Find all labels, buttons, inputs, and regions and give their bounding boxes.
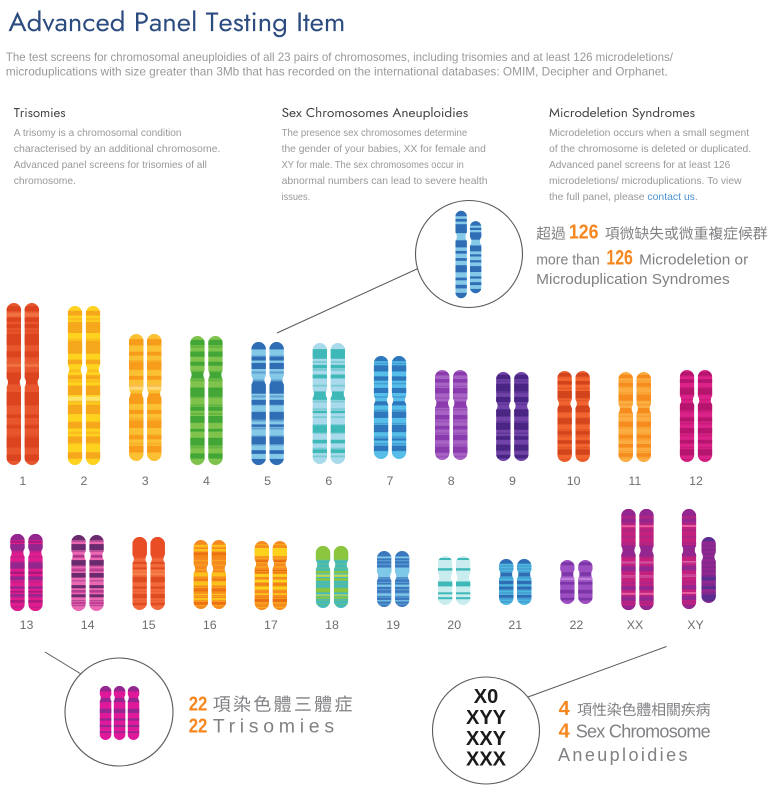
svg-text:18: 18 — [325, 618, 339, 632]
svg-text:4: 4 — [559, 721, 571, 743]
svg-text:XX: XX — [627, 618, 644, 632]
svg-text:1: 1 — [19, 474, 26, 488]
svg-text:5: 5 — [264, 474, 271, 488]
svg-text:21: 21 — [508, 618, 522, 632]
svg-text:the gender of your babies, XX: the gender of your babies, XX for female… — [282, 144, 487, 155]
svg-text:more than: more than — [536, 252, 600, 268]
svg-text:XYY: XYY — [466, 707, 507, 729]
svg-text:XY for male. The sex chromosom: XY for male. The sex chromosomes occur i… — [282, 160, 464, 171]
svg-text:12: 12 — [689, 474, 703, 488]
svg-text:Microdeletion occurs when a sm: Microdeletion occurs when a small segmen… — [549, 128, 749, 139]
svg-text:19: 19 — [386, 618, 400, 632]
svg-text:11: 11 — [628, 474, 641, 488]
svg-text:chromosome.: chromosome. — [14, 176, 76, 187]
svg-text:15: 15 — [142, 618, 156, 632]
svg-text:XXY: XXY — [466, 728, 507, 750]
svg-text:The presence sex chromosomes d: The presence sex chromosomes determine — [282, 128, 468, 139]
svg-text:abnormal numbers can lead to s: abnormal numbers can lead to severe heal… — [282, 176, 488, 187]
svg-text:Advanced panel screens for tri: Advanced panel screens for trisomies of … — [14, 160, 207, 171]
svg-text:Aneuploidies: Aneuploidies — [558, 745, 690, 765]
svg-text:issues.: issues. — [282, 192, 311, 203]
svg-text:characterised by an additional: characterised by an additional chromosom… — [14, 144, 221, 155]
svg-text:22: 22 — [189, 714, 208, 737]
svg-text:13: 13 — [20, 618, 34, 632]
svg-text:20: 20 — [447, 618, 461, 632]
svg-text:4: 4 — [559, 698, 571, 720]
svg-text:of the chromosome is deleted o: of the chromosome is deleted or duplicat… — [549, 144, 751, 155]
svg-text:16: 16 — [203, 618, 217, 632]
svg-text:XXX: XXX — [466, 749, 507, 771]
svg-text:6: 6 — [325, 474, 332, 488]
svg-text:9: 9 — [509, 474, 516, 488]
svg-text:X0: X0 — [474, 686, 498, 708]
svg-text:Sex Chromosome: Sex Chromosome — [576, 722, 711, 742]
svg-text:A trisomy is a chromosomal con: A trisomy is a chromosomal condition — [14, 128, 182, 139]
svg-text:Microduplication Syndromes: Microduplication Syndromes — [536, 272, 730, 288]
svg-text:Trisomies: Trisomies — [213, 715, 339, 737]
svg-text:3: 3 — [142, 474, 149, 488]
svg-text:microdeletions/ microduplicati: microdeletions/ microduplications. To vi… — [549, 176, 742, 187]
svg-text:10: 10 — [567, 474, 581, 488]
svg-text:22: 22 — [189, 693, 208, 716]
svg-text:Microdeletion or: Microdeletion or — [639, 252, 748, 268]
svg-text:2: 2 — [81, 474, 88, 488]
svg-text:7: 7 — [387, 474, 394, 488]
svg-text:126: 126 — [569, 222, 599, 244]
svg-text:XY: XY — [687, 618, 704, 632]
svg-text:8: 8 — [448, 474, 455, 488]
svg-text:microduplications with size gr: microduplications with size greater than… — [6, 65, 668, 79]
svg-text:The test screens for chromosom: The test screens for chromosomal aneuplo… — [6, 50, 674, 64]
svg-text:14: 14 — [81, 618, 95, 632]
svg-text:the full panel, please contact: the full panel, please contact us. — [549, 192, 698, 203]
svg-text:17: 17 — [264, 618, 278, 632]
svg-text:Advanced panel screens for at: Advanced panel screens for at least 126 — [549, 160, 731, 171]
svg-text:126: 126 — [606, 246, 633, 269]
svg-text:4: 4 — [203, 474, 210, 488]
svg-text:22: 22 — [570, 618, 584, 632]
